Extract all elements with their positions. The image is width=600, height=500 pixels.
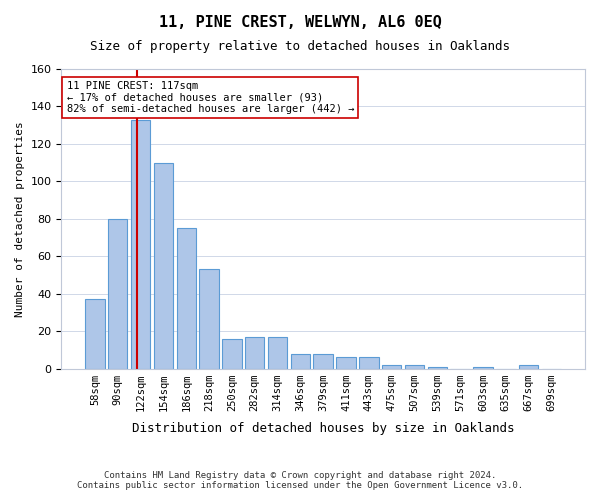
Bar (359, 358, 379, 368)
Text: Contains HM Land Registry data © Crown copyright and database right 2024.
Contai: Contains HM Land Registry data © Crown c… (77, 470, 523, 490)
Bar (337, 358, 356, 368)
Bar (199, 270, 219, 368)
Bar (268, 336, 287, 368)
Text: 11, PINE CREST, WELWYN, AL6 0EQ: 11, PINE CREST, WELWYN, AL6 0EQ (158, 15, 442, 30)
Bar (222, 338, 242, 368)
Bar (382, 365, 401, 368)
Text: Size of property relative to detached houses in Oaklands: Size of property relative to detached ho… (90, 40, 510, 53)
Bar (176, 228, 196, 368)
Bar (473, 366, 493, 368)
Bar (405, 365, 424, 368)
Bar (85, 300, 104, 368)
Y-axis label: Number of detached properties: Number of detached properties (15, 121, 25, 316)
X-axis label: Distribution of detached houses by size in Oaklands: Distribution of detached houses by size … (132, 422, 514, 435)
Bar (131, 120, 150, 368)
Bar (428, 366, 447, 368)
Bar (519, 365, 538, 368)
Text: 11 PINE CREST: 117sqm
← 17% of detached houses are smaller (93)
82% of semi-deta: 11 PINE CREST: 117sqm ← 17% of detached … (67, 81, 354, 114)
Bar (245, 336, 265, 368)
Bar (290, 354, 310, 368)
Bar (154, 162, 173, 368)
Bar (108, 219, 127, 368)
Bar (313, 354, 333, 368)
